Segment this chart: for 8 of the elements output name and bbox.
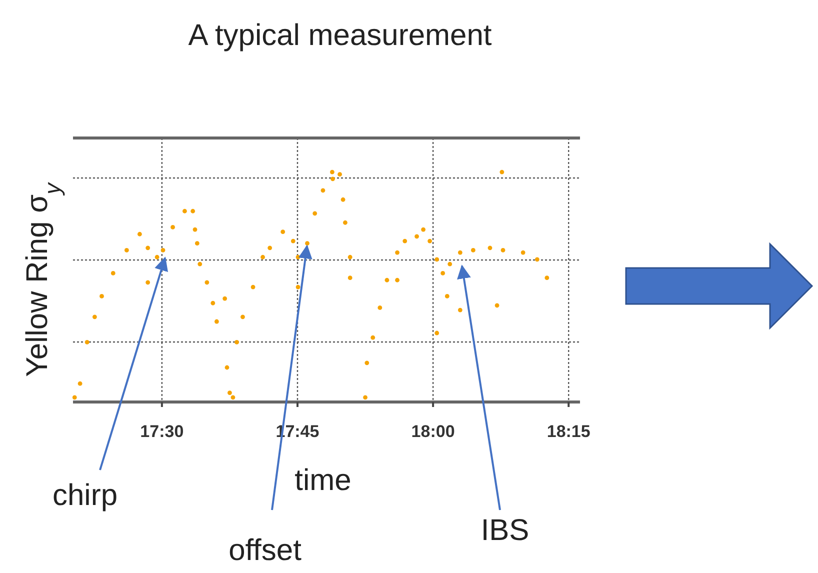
text: offset (228, 534, 302, 567)
text: chirp (52, 479, 118, 512)
x-tick-label: 18:00 (411, 422, 455, 441)
chart-title: A typical measurement (188, 19, 492, 52)
x-tick-label: 17:30 (140, 422, 184, 441)
text: IBS (480, 514, 530, 547)
x-tick-label: 18:15 (546, 422, 590, 441)
text: time (294, 464, 352, 497)
